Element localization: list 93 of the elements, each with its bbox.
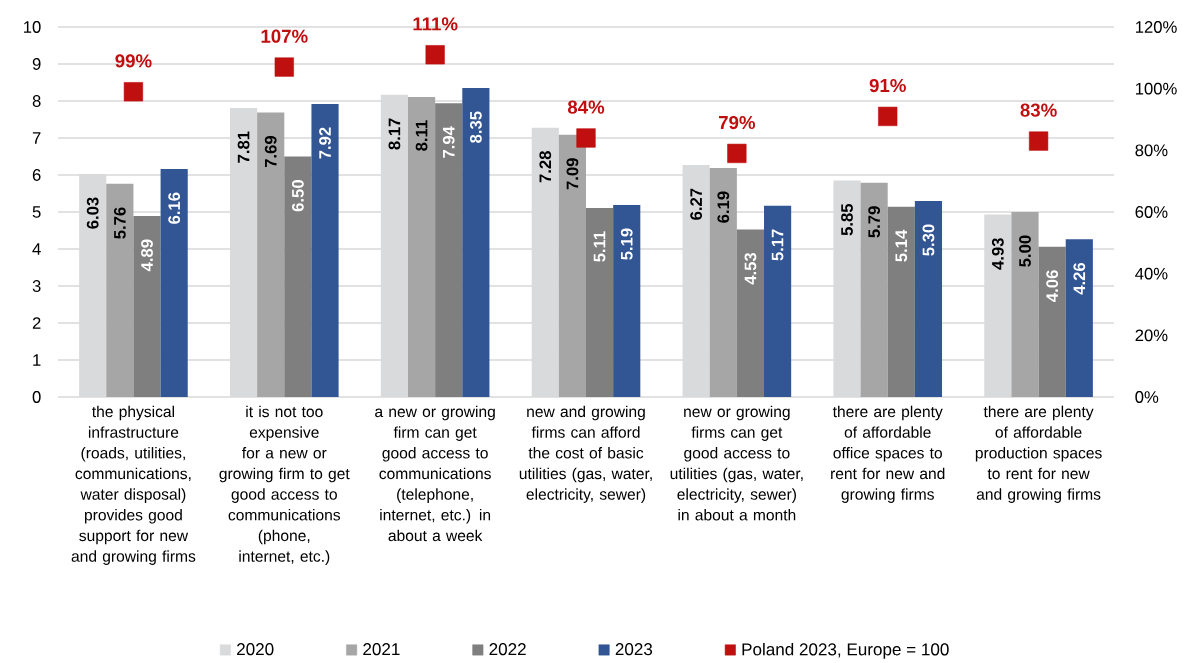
x-tick-label: a new or growing firm can get good access to communications (telephone, internet, etc.) in about a week	[375, 405, 495, 542]
bar	[462, 88, 490, 398]
bar	[435, 103, 463, 398]
data-label: 6.50	[291, 180, 304, 212]
y-tick-label: 4	[32, 243, 41, 255]
bar	[160, 169, 188, 398]
bar	[133, 216, 161, 398]
x-tick-label: new and growing firms can afford the cost of basic utilities (gas, water, electricity, sewer)	[519, 405, 652, 504]
point	[123, 82, 144, 102]
data-label: 91%	[869, 79, 906, 93]
y2-tick-label: 80%	[1135, 144, 1168, 157]
data-label: 111%	[413, 17, 458, 31]
bar	[613, 205, 641, 398]
data-label: 4.89	[141, 239, 153, 272]
data-label: 4.53	[744, 253, 757, 285]
point	[274, 57, 294, 77]
bar	[558, 134, 587, 398]
point	[425, 45, 445, 65]
data-label: 5.14	[895, 230, 908, 262]
bar	[860, 182, 888, 398]
x-tick-label: new or growing firms can get good access to utilities (gas, water, electricity, sewer) in about a month	[670, 405, 803, 521]
bar	[709, 168, 737, 398]
y2-tick-label: 60%	[1135, 206, 1168, 219]
y2-tick-label: 40%	[1135, 267, 1168, 280]
y-tick-label: 0	[32, 391, 41, 404]
legend-label: 2022	[489, 643, 526, 656]
bar	[1065, 239, 1093, 398]
x-tick-label: it is not too expensive for a new or growing firm to get good access to communications (phone, internet, etc.)	[219, 405, 350, 566]
data-label: 5.19	[620, 228, 633, 261]
point	[576, 128, 596, 148]
point	[878, 107, 898, 127]
data-label: 6.19	[717, 191, 730, 223]
bar	[887, 207, 915, 398]
data-label: 7.09	[566, 158, 579, 190]
data-label: 7.92	[319, 127, 331, 159]
data-label: 5.30	[922, 224, 935, 256]
data-label: 4.26	[1073, 263, 1086, 295]
y-tick-label: 2	[32, 317, 41, 330]
y-tick-label: 1	[33, 354, 41, 366]
y2-tick-label: 120%	[1135, 21, 1177, 34]
point	[1028, 131, 1049, 151]
data-label: 83%	[1020, 103, 1057, 118]
y-tick-label: 5	[32, 206, 41, 219]
y-tick-label: 9	[32, 58, 41, 71]
data-label: 7.81	[237, 131, 250, 163]
y-tick-label: 7	[32, 132, 41, 144]
legend-label: 2020	[237, 643, 274, 656]
bar	[736, 229, 765, 398]
bar	[1011, 212, 1039, 398]
data-label: 8.17	[388, 118, 401, 150]
bar	[106, 184, 134, 398]
data-label: 107%	[261, 29, 308, 44]
data-label: 4.93	[991, 238, 1004, 270]
bar	[407, 97, 436, 398]
y-tick-label: 10	[24, 21, 41, 34]
data-label: 5.85	[841, 204, 853, 236]
bar	[586, 208, 614, 398]
point	[727, 144, 747, 164]
bar	[311, 104, 339, 398]
y2-tick-label: 100%	[1135, 82, 1177, 95]
data-label: 6.16	[168, 192, 181, 225]
data-label: 6.03	[86, 197, 99, 229]
data-label: 84%	[567, 100, 605, 114]
y2-tick-label: 20%	[1135, 329, 1168, 342]
y-tick-label: 8	[32, 95, 41, 108]
data-label: 5.17	[771, 229, 784, 261]
bar	[1038, 246, 1066, 398]
data-label: 8.11	[415, 120, 428, 152]
data-label: 5.11	[593, 231, 606, 263]
data-label: 79%	[718, 116, 756, 130]
data-label: 5.79	[868, 206, 881, 238]
data-label: 4.06	[1046, 270, 1059, 303]
x-tick-label: there are plenty of affordable production spaces to rent for new and growing firms	[975, 405, 1102, 504]
x-tick-label: there are plenty of affordable office spaces to rent for new and growing firms	[831, 405, 945, 504]
y-tick-label: 6	[32, 169, 41, 182]
bar	[914, 201, 943, 398]
bar	[257, 112, 285, 398]
y-tick-label: 3	[32, 280, 41, 293]
y2-tick-label: 0%	[1135, 391, 1159, 404]
legend-label: 2023	[615, 643, 653, 656]
data-label: 5.76	[113, 207, 126, 239]
data-label: 99%	[115, 54, 152, 68]
data-label: 6.27	[690, 188, 703, 220]
data-label: 7.94	[442, 126, 455, 159]
bar	[284, 156, 312, 398]
data-label: 7.69	[264, 136, 277, 168]
legend-label: Poland 2023, Europe = 100	[742, 643, 949, 659]
data-label: 8.35	[469, 111, 482, 144]
data-label: 5.00	[1019, 235, 1031, 268]
bar	[764, 205, 792, 398]
data-label: 7.28	[539, 151, 552, 183]
legend-label: 2021	[363, 643, 400, 656]
x-tick-label: the physical infrastructure (roads, utilities, communications, water disposal) provides good support for new and growing firms	[71, 405, 196, 566]
